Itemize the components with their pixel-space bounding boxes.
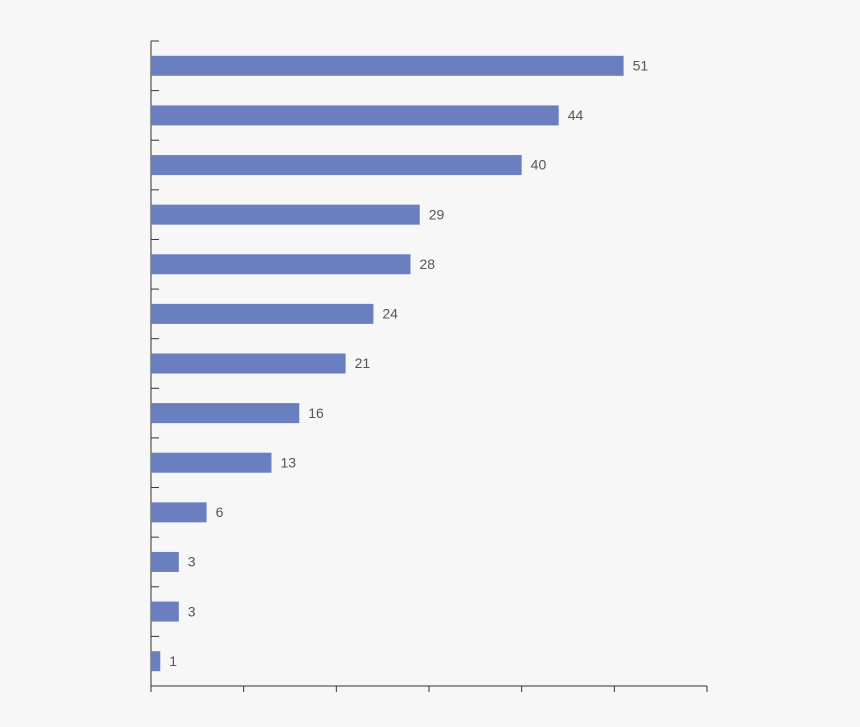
value-label: 29 [429, 206, 445, 222]
bar [151, 55, 624, 76]
bar [151, 502, 207, 523]
value-label: 3 [188, 554, 196, 570]
bar [151, 452, 272, 473]
bar [151, 303, 374, 324]
bar [151, 254, 411, 275]
bar [151, 551, 179, 572]
value-label: 16 [308, 405, 324, 421]
value-label: 13 [280, 454, 296, 470]
bar [151, 353, 346, 374]
value-label: 6 [216, 504, 224, 520]
value-label: 24 [382, 306, 398, 322]
bar [151, 204, 420, 225]
bar [151, 651, 161, 672]
value-label: 44 [568, 107, 584, 123]
value-label: 1 [169, 653, 177, 669]
value-label: 28 [419, 256, 435, 272]
bar [151, 105, 559, 126]
value-label: 21 [355, 355, 371, 371]
bar [151, 155, 522, 176]
value-label: 51 [633, 58, 649, 74]
value-label: 3 [188, 603, 196, 619]
value-label: 40 [531, 157, 547, 173]
bar [151, 601, 179, 622]
bar [151, 403, 300, 424]
